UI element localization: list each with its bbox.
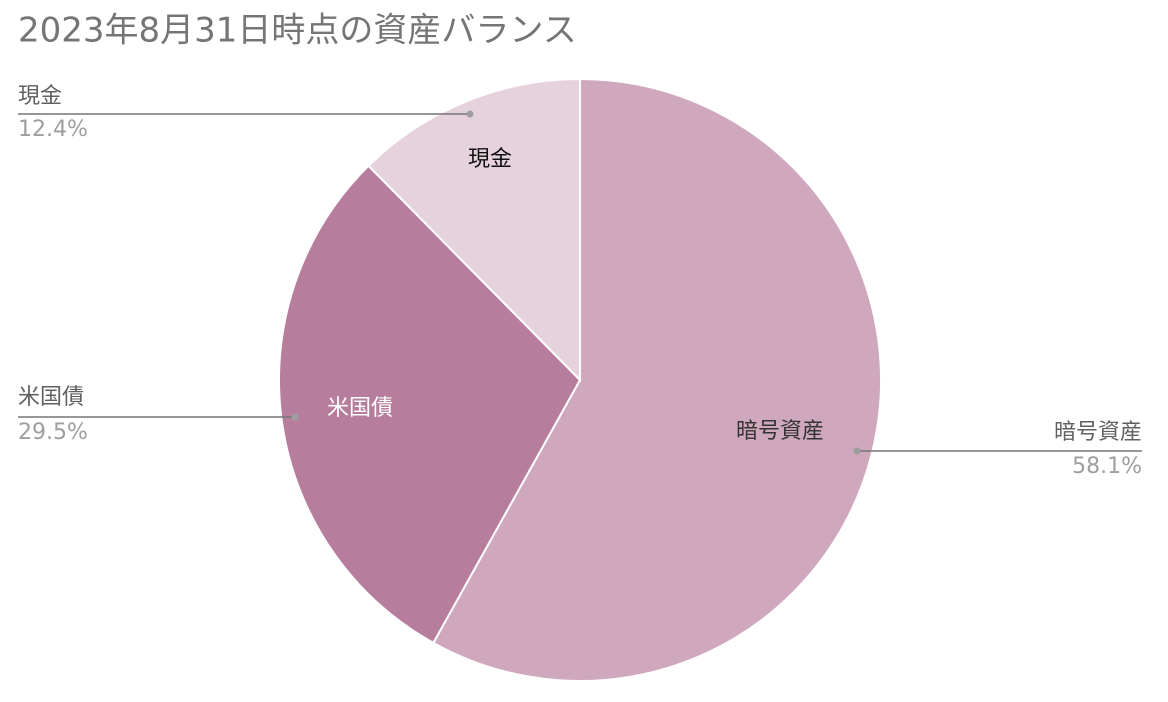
- legend-label: 現金: [18, 84, 62, 109]
- slice-label: 暗号資産: [736, 419, 824, 444]
- leader-dot: [291, 413, 299, 421]
- leader-dot: [466, 110, 474, 118]
- slice-label: 米国債: [327, 396, 393, 421]
- legend-label: 米国債: [18, 385, 84, 410]
- percent-label: 12.4%: [18, 117, 88, 142]
- leader-dot: [853, 447, 861, 455]
- slice-label: 現金: [468, 147, 512, 172]
- percent-label: 58.1%: [1072, 454, 1142, 479]
- legend-label: 暗号資産: [1054, 420, 1142, 445]
- percent-label: 29.5%: [18, 420, 88, 445]
- chart-title: 2023年8月31日時点の資産バランス: [18, 11, 577, 51]
- pie-slice: [278, 164, 582, 645]
- pie-slice: [431, 77, 882, 682]
- pie-slice: [367, 77, 581, 383]
